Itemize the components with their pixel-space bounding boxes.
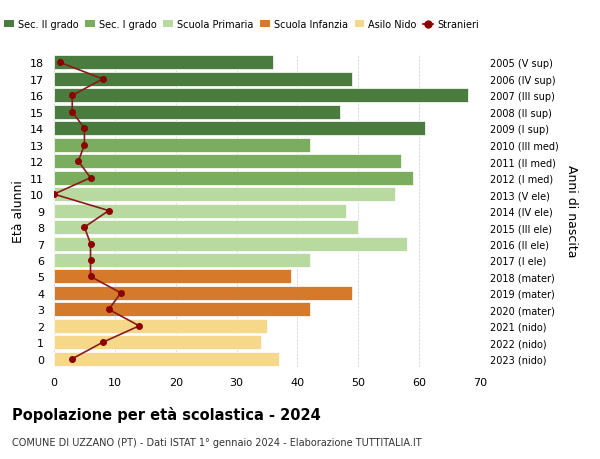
Legend: Sec. II grado, Sec. I grado, Scuola Primaria, Scuola Infanzia, Asilo Nido, Stran: Sec. II grado, Sec. I grado, Scuola Prim… (0, 16, 482, 34)
Bar (54, 122, 425, 136)
Bar (54, 139, 310, 152)
Bar (54, 155, 401, 169)
Bar (54, 56, 273, 70)
Bar (54, 253, 310, 268)
Bar (54, 270, 292, 284)
Bar (54, 221, 358, 235)
Y-axis label: Anni di nascita: Anni di nascita (565, 165, 578, 257)
Bar (54, 73, 352, 87)
Bar (54, 106, 340, 119)
Bar (54, 204, 346, 218)
Bar (54, 237, 407, 251)
Bar (54, 171, 413, 185)
Bar (54, 352, 279, 366)
Bar (54, 336, 261, 350)
Bar (54, 188, 395, 202)
Bar (54, 89, 468, 103)
Bar (54, 319, 267, 333)
Bar (54, 303, 310, 317)
Text: COMUNE DI UZZANO (PT) - Dati ISTAT 1° gennaio 2024 - Elaborazione TUTTITALIA.IT: COMUNE DI UZZANO (PT) - Dati ISTAT 1° ge… (12, 437, 422, 447)
Bar (54, 286, 352, 300)
Text: Popolazione per età scolastica - 2024: Popolazione per età scolastica - 2024 (12, 406, 321, 422)
Y-axis label: Età alunni: Età alunni (11, 180, 25, 242)
